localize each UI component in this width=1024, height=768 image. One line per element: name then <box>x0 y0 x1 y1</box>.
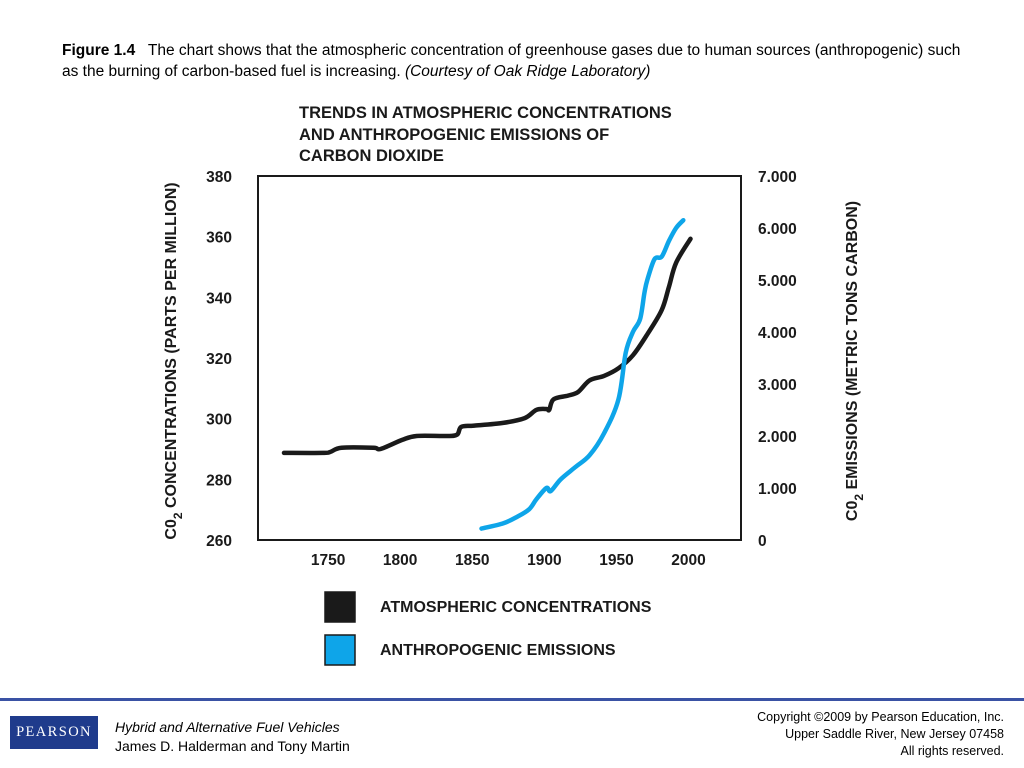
x-tick-label: 2000 <box>671 552 705 569</box>
x-tick-label: 1800 <box>383 552 417 569</box>
copyright-line-2: Upper Saddle River, New Jersey 07458 <box>785 727 1004 741</box>
anthropogenic-emissions-line <box>479 217 686 531</box>
legend-label: ATMOSPHERIC CONCENTRATIONS <box>380 599 652 616</box>
atmospheric-concentration-line <box>281 236 693 456</box>
plot-frame <box>257 175 742 541</box>
y-right-tick-label: 2.000 <box>758 429 797 446</box>
y-right-tick-label: 3.000 <box>758 377 797 394</box>
copyright-line-1: Copyright ©2009 by Pearson Education, In… <box>757 710 1004 724</box>
y-left-tick-label: 260 <box>206 533 232 550</box>
book-info: Hybrid and Alternative Fuel Vehicles Jam… <box>115 718 350 756</box>
book-authors: James D. Halderman and Tony Martin <box>115 738 350 754</box>
x-tick-label: 1900 <box>527 552 561 569</box>
y-right-tick-label: 1.000 <box>758 481 797 498</box>
y-right-tick-label: 4.000 <box>758 325 797 342</box>
y-right-tick-label: 5.000 <box>758 273 797 290</box>
caption-text: The chart shows that the atmospheric con… <box>62 42 961 80</box>
pearson-logo: PEARSON <box>10 716 98 749</box>
chart-title: TRENDS IN ATMOSPHERIC CONCENTRATIONS AND… <box>299 103 672 168</box>
book-title: Hybrid and Alternative Fuel Vehicles <box>115 719 340 735</box>
copyright-line-3: All rights reserved. <box>900 744 1004 758</box>
legend-label: ANTHROPOGENIC EMISSIONS <box>380 642 616 659</box>
y-right-tick-label: 6.000 <box>758 221 797 238</box>
y-right-tick-label: 0 <box>758 533 767 550</box>
y-left-tick-label: 300 <box>206 412 232 429</box>
chart-title-line-3: CARBON DIOXIDE <box>299 147 444 165</box>
copyright-notice: Copyright ©2009 by Pearson Education, In… <box>757 709 1004 760</box>
y-left-tick-label: 340 <box>206 290 232 307</box>
y-left-tick-label: 280 <box>206 472 232 489</box>
y-right-axis-label: C02 EMISSIONS (METRIC TONS CARBON) <box>844 201 866 521</box>
figure-caption: Figure 1.4 The chart shows that the atmo… <box>62 40 962 82</box>
y-left-tick-label: 380 <box>206 169 232 186</box>
footer-rule <box>0 698 1024 701</box>
chart-title-line-2: AND ANTHROPOGENIC EMISSIONS OF <box>299 125 610 144</box>
x-tick-label: 1750 <box>311 552 345 569</box>
y-left-axis-label: C02 CONCENTRATIONS (PARTS PER MILLION) <box>163 182 185 539</box>
caption-credit: (Courtesy of Oak Ridge Laboratory) <box>404 63 651 80</box>
x-tick-label: 1850 <box>455 552 489 569</box>
x-tick-label: 1950 <box>599 552 633 569</box>
y-left-tick-label: 360 <box>206 230 232 247</box>
legend-swatch <box>324 591 356 623</box>
y-left-tick-label: 320 <box>206 351 232 368</box>
chart-title-line-1: TRENDS IN ATMOSPHERIC CONCENTRATIONS <box>299 104 672 122</box>
legend-swatch <box>324 634 356 666</box>
co2-trends-chart: 260 280 300 320 340 360 380 0 1.000 2.000 3.000 4.0… <box>163 169 866 666</box>
y-right-tick-label: 7.000 <box>758 169 797 186</box>
figure-label: Figure 1.4 <box>62 42 136 59</box>
